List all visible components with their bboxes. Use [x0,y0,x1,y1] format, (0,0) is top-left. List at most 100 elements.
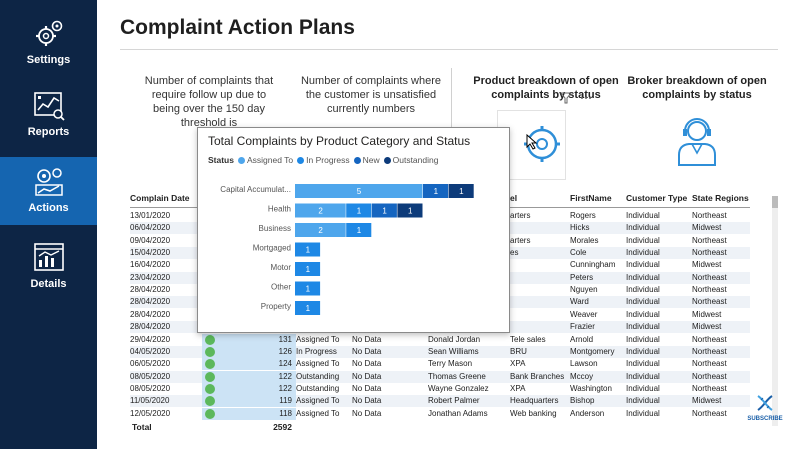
cell-sat: No Data [352,371,382,381]
column-header-region[interactable]: State Regions [692,193,749,203]
cell-region: Midwest [692,260,722,270]
column-header-date[interactable]: Complain Date [130,193,190,203]
support-agent-icon [678,118,716,166]
cell-ctype: Individual [626,334,660,344]
filter-icon[interactable] [560,92,573,104]
cell-date: 12/05/2020 [130,408,171,418]
cell-ctype: Individual [626,346,660,356]
cell-date: 13/01/2020 [130,211,171,220]
cell-days: 122 [278,371,292,381]
cell-region: Northeast [692,359,727,369]
cell-date: 28/04/2020 [130,322,171,332]
table-row[interactable]: 12/05/2020 118 Assigned To No Data Jonathan … [130,407,750,420]
table-header-row: Complain Date el FirstName Customer Type Sta… [130,192,750,204]
cell-ctype: Individual [626,248,660,258]
legend-item[interactable]: New [353,155,380,165]
bar-segment[interactable] [295,184,423,198]
table-row[interactable]: 28/04/2020 Weaver Individual Midwest [130,309,750,321]
bar-segment[interactable] [346,203,372,218]
table-row[interactable]: 16/04/2020 Cunningham Individual Midwest [130,259,750,271]
cell-region: Midwest [692,396,722,406]
cell-date: 28/04/2020 [130,309,171,319]
cell-firstname: Bishop [570,396,595,406]
cell-channel: Headquarters [510,396,559,406]
column-header-firstname[interactable]: FirstName [570,193,612,203]
nav-settings[interactable]: Settings [0,18,97,73]
table-row[interactable]: 08/05/2020 122 Outstanding No Data Wayne Gon… [130,382,750,395]
bar-segment[interactable] [448,184,474,198]
bar-segment[interactable] [295,242,321,257]
table-row[interactable]: 11/05/2020 119 Assigned To No Data Robert Pa… [130,395,750,408]
cell-date: 29/04/2020 [130,334,171,344]
data-label: 1 [459,187,464,196]
legend-item[interactable]: Assigned To [237,155,293,165]
legend-swatch [353,157,361,164]
bar-segment[interactable] [295,223,346,237]
kpi-followup-text: Number of complaints that require follow… [144,75,274,129]
table-scrollbar[interactable] [772,196,778,426]
cell-status: In Progress [296,346,337,356]
nav-details[interactable]: Details [0,242,97,297]
cell-channel: Bank Branches [510,371,565,381]
bar-segment[interactable] [295,262,321,276]
cell-ctype: Individual [626,223,660,233]
table-row[interactable]: 13/01/2020 arters Rogers Individual Northeas… [130,210,750,222]
cell-ctype: Individual [626,309,660,319]
cell-region: Northeast [692,346,727,356]
status-dot-icon [205,346,215,357]
cell-region: Northeast [692,334,727,344]
details-chart-icon [33,243,64,271]
legend-label: Status [208,155,234,165]
bar-segment[interactable] [346,223,372,237]
nav-reports[interactable]: Reports [0,90,97,145]
status-dot-icon [205,359,215,370]
column-header-ctype[interactable]: Customer Type [626,193,688,203]
cell-firstname: Peters [570,272,594,282]
bar-segment[interactable] [295,301,321,315]
dna-icon [757,395,773,411]
stacked-bar-chart: Capital Accumulat... 5 1 1 Health 2 1 1 1 Busines… [220,184,474,315]
cell-firstname: Anderson [570,408,605,418]
subscribe-badge[interactable]: SUBSCRIBE [745,392,785,428]
kpi-unsatisfied-text: Number of complaints where the customer … [300,75,441,115]
table-row[interactable]: 08/05/2020 122 Outstanding No Data Thomas Gr… [130,370,750,383]
cell-region: Northeast [692,248,727,258]
data-label: 1 [434,187,439,196]
bar-segment[interactable] [371,203,397,218]
status-dot-icon [205,371,215,382]
cell-channel: es [510,248,519,258]
cell-ctype: Individual [626,297,660,307]
table-row[interactable]: 28/04/2020 Nguyen Individual Northeast [130,284,750,296]
product-breakdown-heading: Product breakdown of open complaints by … [473,75,619,101]
cell-region: Northeast [692,297,727,307]
cell-ctype: Individual [626,322,660,332]
legend-item[interactable]: In Progress [297,155,350,165]
table-row[interactable]: 04/05/2020 126 In Progress No Data Sean Will… [130,345,750,358]
cell-channel: XPA [510,359,526,369]
legend-item[interactable]: Outstanding [383,155,438,165]
cell-ctype: Individual [626,260,660,270]
table-row[interactable]: 29/04/2020 131 Assigned To No Data Donald Jo… [130,333,750,346]
cell-firstname: Frazier [570,322,595,332]
column-header-channel[interactable]: el [510,193,518,203]
cell-ctype: Individual [626,371,660,381]
scrollbar-thumb[interactable] [772,196,778,208]
cell-name: Donald Jordan [428,334,481,344]
cell-sat: No Data [352,359,382,369]
chart-tooltip-popup: Total Complaints by Product Category and… [197,127,510,333]
cell-region: Midwest [692,322,722,332]
cell-date: 23/04/2020 [130,272,171,282]
bar-segment[interactable] [423,184,449,198]
cell-firstname: Morales [570,235,599,245]
bar-segment[interactable] [295,281,321,296]
table-row[interactable]: 06/05/2020 124 Assigned To No Data Terry Mas… [130,358,750,371]
more-options-icon[interactable] [581,97,591,99]
cell-days: 126 [278,346,292,356]
cell-ctype: Individual [626,383,660,393]
bar-segment[interactable] [295,203,346,218]
bar-segment[interactable] [397,203,423,218]
cell-channel: BRU [510,346,527,356]
nav-actions[interactable]: Actions [0,157,97,225]
page-title: Complaint Action Plans [120,16,355,39]
table-row[interactable]: 09/04/2020 arters Morales Individual Northea… [130,235,750,247]
